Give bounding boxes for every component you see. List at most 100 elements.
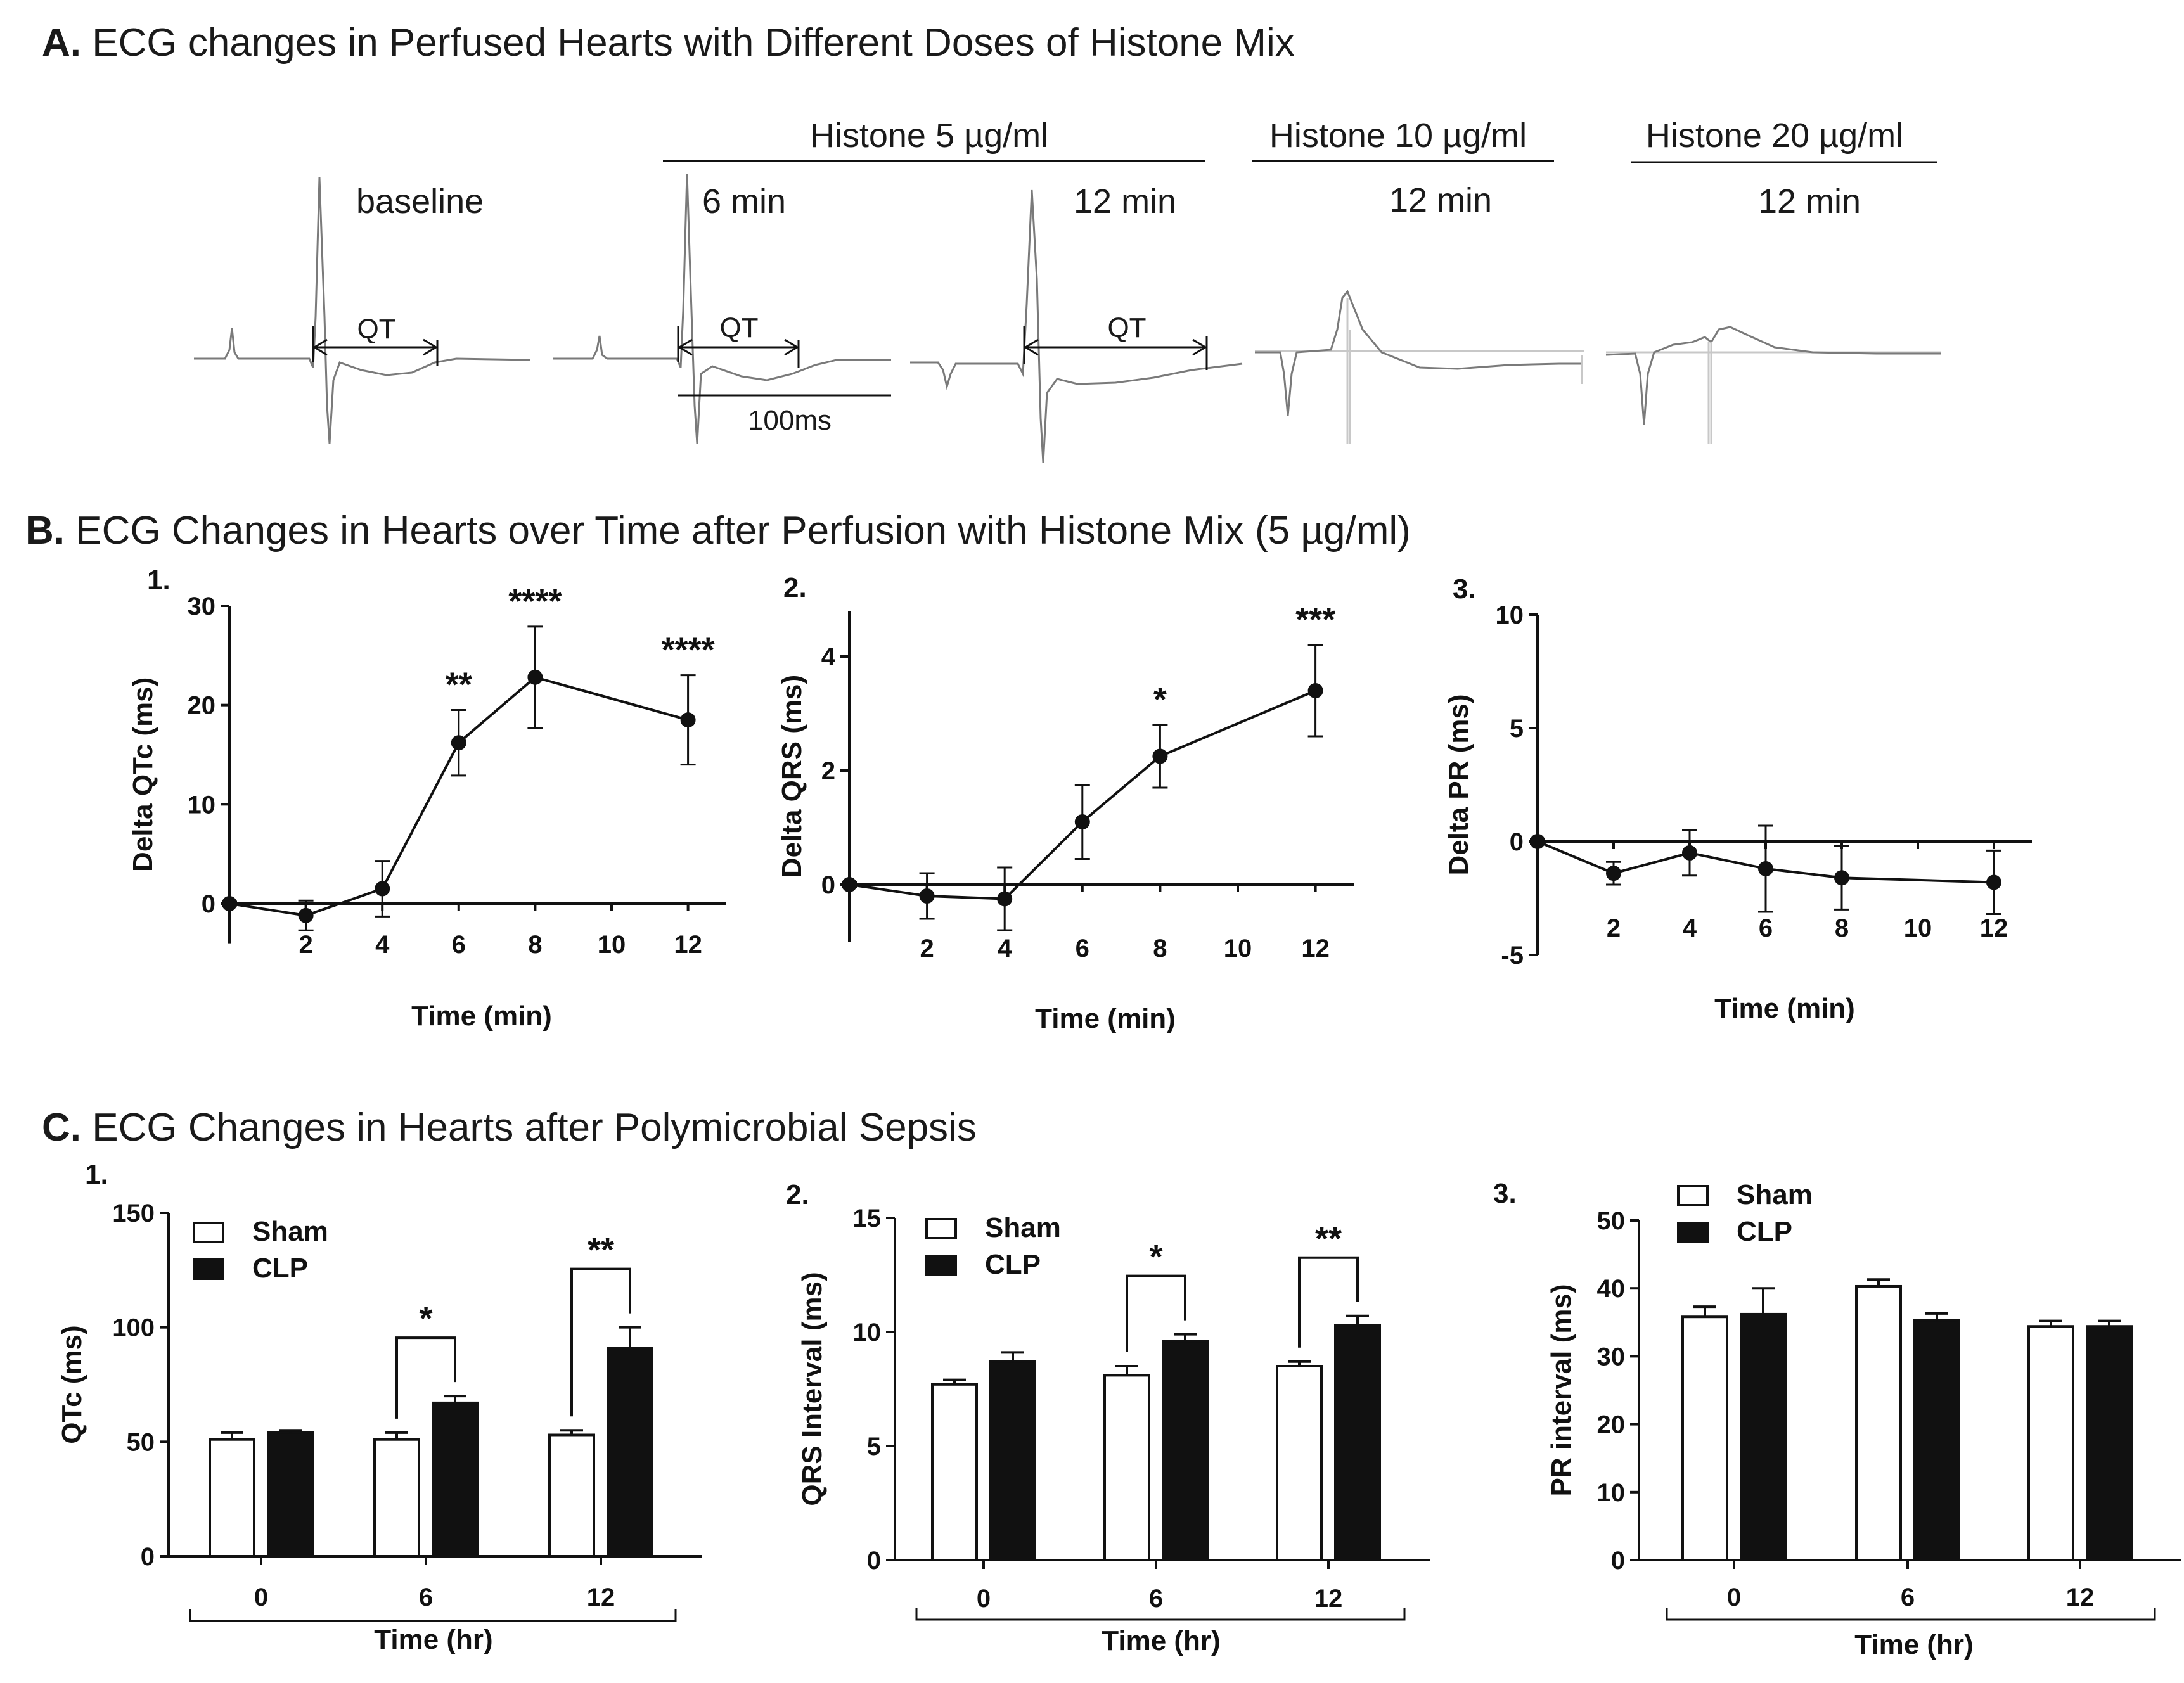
ecg-trace-label-12min-5: 12 min (1074, 182, 1176, 221)
y-tick-label: 50 (127, 1428, 155, 1456)
bar-clp (267, 1431, 314, 1558)
bar-sham (373, 1438, 420, 1558)
significance-bracket (570, 1267, 631, 1417)
ecg-artifact-20 (1707, 342, 1712, 444)
x-tick-label: 4 (998, 935, 1012, 963)
legend-label-sham: Sham (252, 1216, 328, 1247)
bar-sham (931, 1383, 978, 1562)
x-tick-label: 10 (598, 931, 626, 959)
y-tick-label: 20 (1597, 1411, 1626, 1439)
x-group-brace (915, 1608, 1406, 1621)
bar-sham (209, 1438, 255, 1558)
qt-marker-6min (677, 326, 800, 368)
bar-clp (989, 1360, 1036, 1562)
panel-number: 1. (85, 1159, 108, 1190)
significance-label: * (1149, 1238, 1162, 1276)
y-tick-label: 10 (188, 791, 216, 819)
legend-label-clp: CLP (252, 1253, 308, 1284)
panel-number: 2. (783, 572, 807, 603)
data-point (298, 907, 314, 923)
chart-delta-qtc: 0 10 20 30 2 4 6 8 10 12 Time (min) Delta QTc (ms) 1… (127, 565, 726, 1032)
data-point (919, 888, 935, 904)
legend-swatch-clp (1677, 1222, 1709, 1243)
data-point (1074, 814, 1090, 829)
qt-label-6min: QT (719, 312, 758, 343)
significance-label: *** (1295, 601, 1335, 639)
bar-clp (1162, 1340, 1209, 1561)
scale-bar-label: 100ms (748, 405, 832, 436)
significance-label: **** (662, 631, 715, 669)
data-point (1307, 683, 1323, 698)
legend-swatch-sham (193, 1222, 224, 1243)
panel-number: 3. (1453, 573, 1476, 605)
data-point (842, 877, 857, 892)
x-tick-label: 2 (920, 935, 934, 963)
x-group-brace (1666, 1608, 2156, 1621)
series-line (1537, 840, 1995, 884)
data-point (222, 896, 237, 911)
section-c-title: C. ECG Changes in Hearts after Polymicro… (42, 1106, 977, 1149)
x-tick-label: 2 (299, 931, 312, 959)
legend-swatch-clp (193, 1258, 224, 1280)
y-tick-label: 40 (1597, 1275, 1626, 1303)
ecg-trace-label-12min-20: 12 min (1758, 182, 1861, 221)
y-tick-label: 30 (188, 592, 216, 620)
legend-label-clp: CLP (1737, 1216, 1792, 1247)
significance-label: ** (588, 1231, 614, 1269)
data-point (997, 891, 1013, 907)
data-point (527, 669, 543, 685)
series-line (229, 675, 689, 917)
y-tick-label: 10 (1597, 1479, 1626, 1507)
x-tick-label: 12 (674, 931, 702, 959)
data-point (1758, 861, 1773, 876)
y-tick-label: 0 (141, 1543, 155, 1571)
data-point (680, 712, 696, 728)
y-tick-label: 0 (1611, 1547, 1625, 1575)
x-tick-label: 10 (1904, 914, 1932, 942)
x-tick-label: 4 (1683, 914, 1697, 942)
ecg-trace-6min (553, 173, 891, 444)
ecg-trace-label-12min-10: 12 min (1389, 181, 1492, 219)
x-tick-label: 6 (1076, 935, 1089, 963)
data-point (1530, 834, 1545, 849)
x-tick-label: 10 (1224, 935, 1252, 963)
ecg-panel: Histone 5 µg/ml Histone 10 µg/ml Histone… (194, 117, 1941, 463)
y-axis-label: Delta PR (ms) (1443, 694, 1474, 875)
significance-label: * (1153, 681, 1167, 719)
significance-bracket (1298, 1256, 1359, 1348)
x-tick-label: 12 (2066, 1584, 2095, 1611)
x-axis-label: Time (hr) (1102, 1625, 1220, 1656)
significance-label: **** (508, 582, 562, 620)
y-tick-label: 30 (1597, 1343, 1626, 1371)
y-axis-label: QRS Interval (ms) (797, 1272, 828, 1506)
y-tick-label: 0 (867, 1547, 881, 1575)
legend-label-sham: Sham (1737, 1179, 1813, 1210)
x-tick-label: 4 (375, 931, 390, 959)
x-tick-label: 6 (1149, 1585, 1163, 1613)
x-axis-label: Time (min) (1035, 1003, 1176, 1034)
x-group-brace (189, 1609, 677, 1622)
bar-clp (1913, 1319, 1960, 1561)
x-axis-label: Time (hr) (1854, 1629, 1973, 1660)
bar-clp (607, 1347, 653, 1558)
y-tick-label: 5 (867, 1433, 881, 1461)
y-tick-label: 100 (112, 1314, 155, 1342)
x-tick-label: 8 (528, 931, 542, 959)
y-tick-label: 10 (853, 1319, 882, 1347)
data-point (451, 735, 466, 751)
bar-sham (1276, 1365, 1323, 1561)
significance-bracket (1126, 1274, 1186, 1352)
x-tick-label: 0 (1727, 1584, 1741, 1611)
legend-label-sham: Sham (985, 1212, 1061, 1243)
x-tick-label: 0 (977, 1585, 991, 1613)
data-point (1986, 874, 2001, 890)
x-tick-label: 0 (254, 1584, 268, 1611)
bar-clp (1334, 1324, 1381, 1561)
x-tick-label: 2 (1607, 914, 1621, 942)
ecg-group-histone-5: Histone 5 µg/ml (810, 117, 1048, 155)
legend-swatch-sham (925, 1218, 957, 1239)
x-tick-label: 8 (1835, 914, 1849, 942)
